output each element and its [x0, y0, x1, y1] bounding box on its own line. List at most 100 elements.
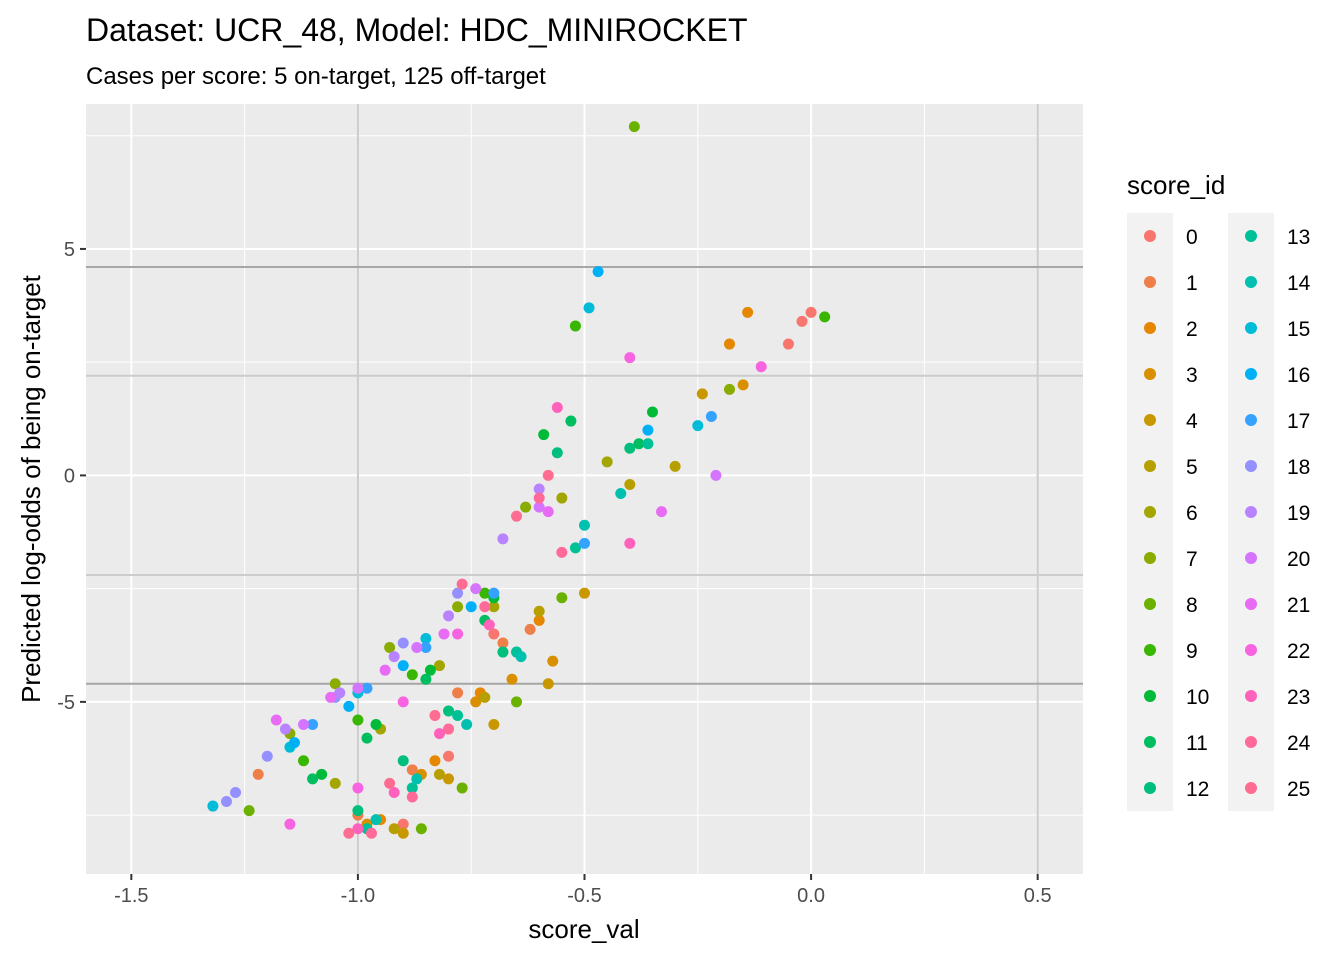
data-point — [628, 121, 640, 133]
legend-key — [1245, 276, 1257, 288]
legend-key — [1245, 506, 1257, 518]
x-tick-label: 0.0 — [797, 885, 825, 907]
legend-key — [1245, 368, 1257, 380]
legend-key — [1144, 276, 1156, 288]
data-point — [438, 628, 450, 640]
legend-item: 18 — [1245, 456, 1310, 479]
legend-item: 7 — [1144, 548, 1198, 571]
data-point — [397, 818, 409, 830]
legend-key — [1245, 690, 1257, 702]
data-point — [488, 719, 500, 731]
data-point — [737, 379, 749, 391]
data-point — [230, 786, 242, 798]
legend-key — [1245, 644, 1257, 656]
data-points — [207, 121, 831, 839]
data-point — [705, 411, 717, 423]
legend-label: 9 — [1186, 640, 1198, 663]
series-23 — [352, 401, 636, 835]
legend-label: 22 — [1287, 640, 1310, 663]
data-point — [479, 691, 491, 703]
data-point — [565, 415, 577, 427]
series-17 — [307, 411, 717, 731]
data-point — [352, 805, 364, 817]
data-point — [819, 311, 831, 323]
data-point — [452, 709, 464, 721]
data-point — [805, 306, 817, 318]
legend-key — [1144, 782, 1156, 794]
legend-label: 17 — [1287, 410, 1310, 433]
legend-label: 2 — [1186, 318, 1198, 341]
legend-item: 25 — [1245, 778, 1310, 801]
legend-label: 23 — [1287, 686, 1310, 709]
legend-key — [1245, 230, 1257, 242]
data-point — [520, 501, 532, 513]
legend-label: 18 — [1287, 456, 1310, 479]
legend-item: 2 — [1144, 318, 1198, 341]
legend-label: 7 — [1186, 548, 1198, 571]
data-point — [692, 420, 704, 432]
data-point — [592, 266, 604, 278]
series-18 — [220, 587, 464, 808]
legend-key — [1245, 782, 1257, 794]
data-point — [538, 429, 550, 441]
legend-label: 4 — [1186, 410, 1198, 433]
data-point — [420, 673, 432, 685]
series-4 — [397, 388, 708, 839]
legend-label: 12 — [1186, 778, 1209, 801]
y-axis-ticks: -5 0 5 — [57, 239, 86, 714]
series-16 — [288, 266, 654, 749]
data-point — [542, 506, 554, 518]
legend-item: 4 — [1144, 410, 1198, 433]
legend-key — [1245, 460, 1257, 472]
legend-item: 15 — [1245, 318, 1310, 341]
data-point — [642, 438, 654, 450]
data-point — [443, 610, 455, 622]
data-point — [420, 632, 432, 644]
data-point — [406, 782, 418, 794]
data-point — [397, 696, 409, 708]
data-point — [379, 664, 391, 676]
legend-label: 21 — [1287, 594, 1310, 617]
data-point — [370, 719, 382, 731]
data-point — [411, 773, 423, 785]
legend-key — [1245, 736, 1257, 748]
legend-item: 22 — [1245, 640, 1310, 663]
data-point — [343, 700, 355, 712]
data-point — [479, 587, 491, 599]
data-point — [511, 696, 523, 708]
legend-label: 19 — [1287, 502, 1310, 525]
legend-key — [1245, 598, 1257, 610]
data-point — [452, 587, 464, 599]
x-tick-label: 0.5 — [1024, 885, 1052, 907]
data-point — [742, 306, 754, 318]
legend-item: 5 — [1144, 456, 1198, 479]
legend-label: 8 — [1186, 594, 1198, 617]
legend-item: 21 — [1245, 594, 1310, 617]
data-point — [497, 533, 509, 545]
legend-label: 25 — [1287, 778, 1310, 801]
series-11 — [307, 415, 645, 785]
data-point — [424, 664, 436, 676]
chart-title: Dataset: UCR_48, Model: HDC_MINIROCKET — [86, 12, 748, 48]
legend-label: 16 — [1287, 364, 1310, 387]
data-point — [579, 537, 590, 549]
legend-label: 13 — [1287, 226, 1310, 249]
data-point — [782, 338, 794, 350]
data-point — [352, 682, 364, 694]
legend-item: 3 — [1144, 364, 1198, 387]
legend-item: 0 — [1144, 226, 1198, 249]
data-point — [361, 682, 373, 694]
legend-key — [1144, 690, 1156, 702]
data-point — [624, 442, 636, 454]
data-point — [633, 438, 645, 450]
data-point — [329, 777, 341, 789]
legend-key — [1144, 736, 1156, 748]
data-point — [506, 673, 518, 685]
x-tick-label: -1.5 — [114, 885, 148, 907]
y-tick-label: 5 — [64, 239, 75, 261]
data-point — [642, 424, 654, 436]
legend-key — [1144, 506, 1156, 518]
data-point — [533, 605, 545, 617]
x-axis-title: score_val — [528, 914, 639, 944]
